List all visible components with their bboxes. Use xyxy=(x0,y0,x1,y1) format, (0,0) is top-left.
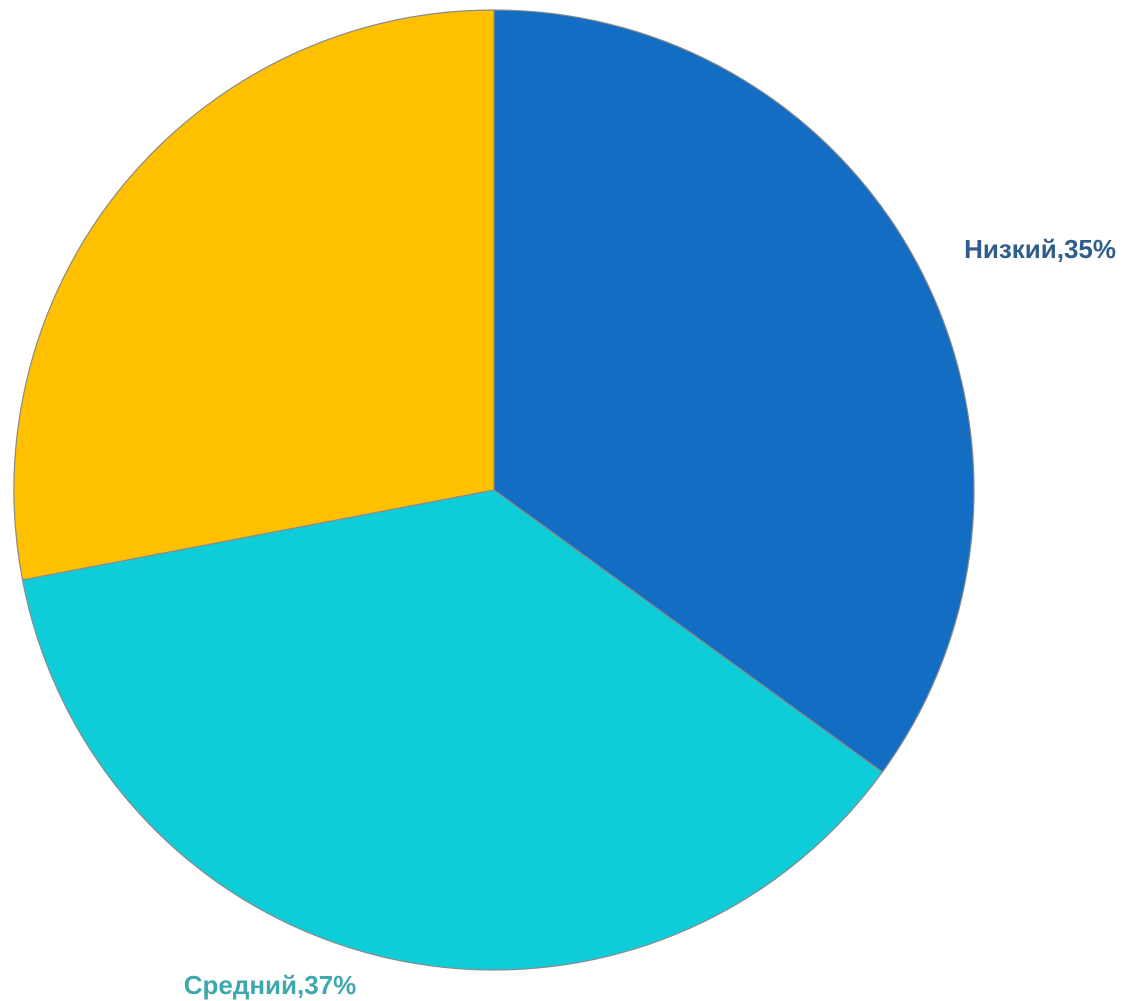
pie-slice-2 xyxy=(21,489,884,971)
pie-slice-3 xyxy=(13,9,495,581)
pie-data-label-1: Низкий,35% xyxy=(964,234,1116,264)
pie-data-labels: Низкий,35% Средний,37% xyxy=(184,234,1116,1000)
pie-slice-1 xyxy=(493,9,975,773)
pie-slices xyxy=(13,9,975,971)
pie-data-label-2: Средний,37% xyxy=(184,970,357,1000)
